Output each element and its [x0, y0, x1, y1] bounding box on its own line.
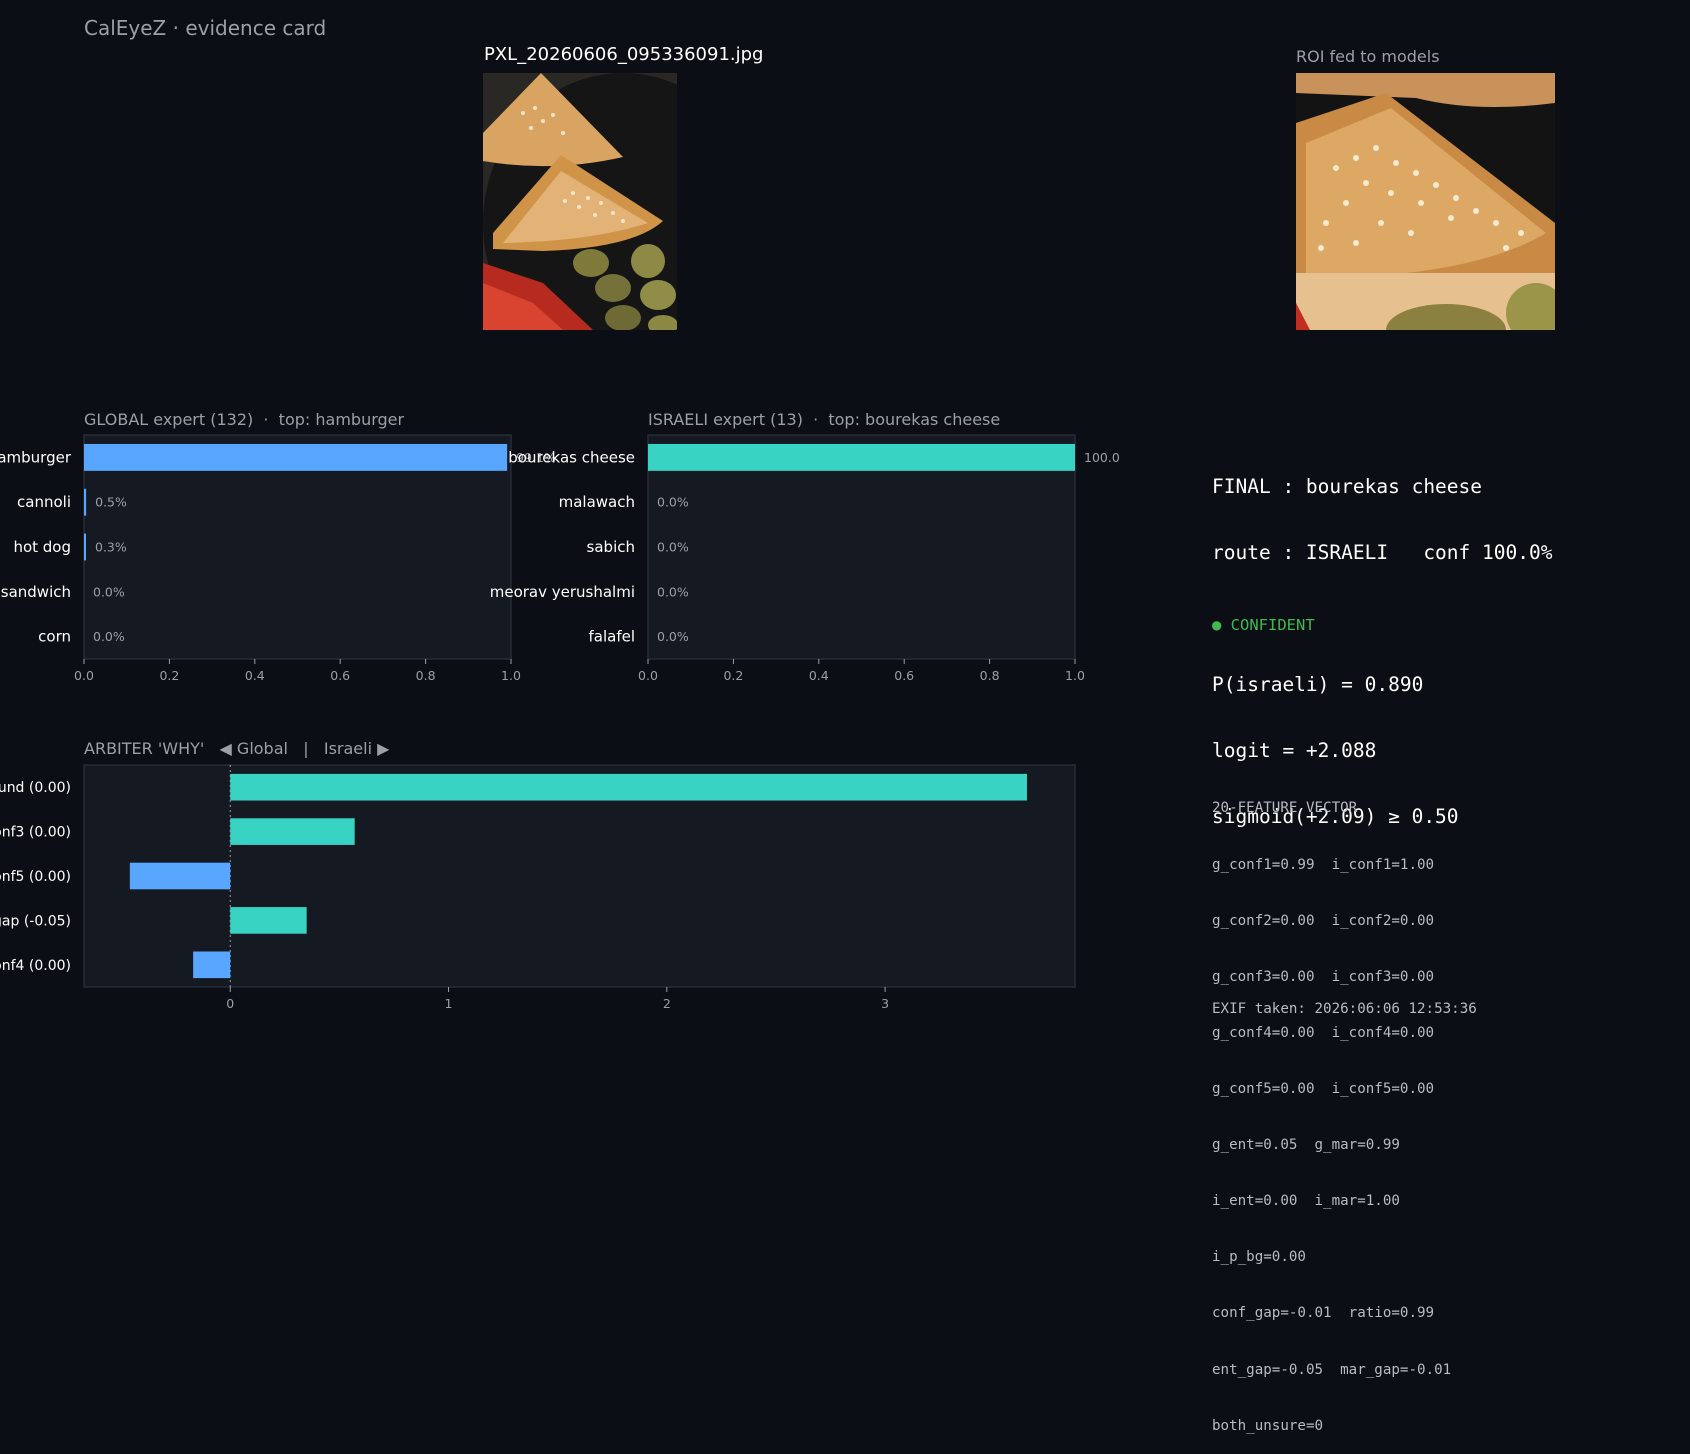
feature-line: g_ent=0.05 g_mar=0.99: [1212, 1137, 1400, 1154]
israeli-value-label: 0.0%: [657, 629, 689, 644]
roi-photo: [1296, 73, 1555, 330]
global-category-label: corn: [38, 628, 71, 646]
global-bar: [84, 488, 87, 516]
israeli-category-label: malawach: [559, 493, 635, 511]
israeli-tick-label: 0.0: [638, 668, 658, 683]
israeli-value-label: 0.0%: [657, 584, 689, 599]
feature-line: g_conf5=0.00 i_conf5=0.00: [1212, 1080, 1435, 1097]
global-category-label: cannoli: [17, 493, 71, 511]
arbiter-bar: [193, 951, 231, 979]
feature-line: i_p_bg=0.00: [1212, 1249, 1306, 1266]
global-value-label: 0.3%: [95, 540, 127, 555]
photo-filename: PXL_20260606_095336091.jpg: [484, 44, 764, 65]
arbiter-bar: [230, 907, 307, 934]
arbiter-plot-area: [83, 764, 1076, 988]
route-line: route : ISRAELI conf 100.0%: [1212, 541, 1553, 564]
feature-line: conf_gap=-0.01 ratio=0.99: [1212, 1305, 1435, 1322]
israeli-tick-label: 0.6: [894, 668, 914, 683]
arbiter-feature-label: ound (0.00): [0, 780, 71, 796]
israeli-category-label: falafel: [588, 628, 635, 646]
feature-line: ent_gap=-0.05 mar_gap=-0.01: [1212, 1361, 1452, 1378]
israeli-expert-title: ISRAELI expert (13) · top: bourekas chee…: [648, 410, 1001, 429]
p-israeli-line: P(israeli) = 0.890: [1212, 673, 1424, 696]
food-photo: [483, 73, 677, 330]
global-bar: [84, 533, 86, 561]
global-value-label: 0.0%: [93, 584, 125, 599]
israeli-value-label: 100.0%: [1084, 450, 1120, 465]
global-plot-area: [83, 434, 512, 660]
global-category-label: sandwich: [1, 583, 71, 601]
feature-line: g_conf4=0.00 i_conf4=0.00: [1212, 1024, 1435, 1041]
global-category-label: hamburger: [0, 448, 72, 466]
roi-title: ROI fed to models: [1296, 47, 1440, 66]
arbiter-bar: [230, 818, 355, 845]
arbiter-title: ARBITER 'WHY' ◀ Global | Israeli ▶: [84, 739, 390, 758]
global-expert-chart: hamburger 99.1% cannoli 0.5% hot dog 0.3% sand…: [0, 434, 556, 683]
feature-line: g_conf1=0.99 i_conf1=1.00: [1212, 856, 1435, 873]
sigmoid-line: sigmoid(+2.09) ≥ 0.50: [1212, 805, 1459, 828]
global-tick-label: 0.8: [416, 668, 436, 683]
israeli-value-label: 0.0%: [657, 495, 689, 510]
israeli-tick-label: 0.4: [809, 668, 829, 683]
arbiter-feature-label: onf5 (0.00): [0, 869, 71, 885]
israeli-value-label: 0.0%: [657, 540, 689, 555]
confident-status: ● CONFIDENT: [1212, 616, 1315, 634]
israeli-tick-label: 1.0: [1065, 668, 1085, 683]
feature-header: 20-FEATURE VECTOR: [1212, 800, 1358, 817]
feature-vector: 20-FEATURE VECTOR g_conf1=0.99 i_conf1=1…: [1212, 762, 1451, 1454]
arbiter-chart: ound (0.00) onf3 (0.00) onf5 (0.00) gap (-0…: [0, 764, 1076, 1011]
final-decision: FINAL : bourekas cheese route : ISRAELI …: [1212, 432, 1552, 850]
israeli-bar: [648, 443, 1075, 471]
arbiter-tick-label: 0: [226, 996, 234, 1011]
feature-line: g_conf2=0.00 i_conf2=0.00: [1212, 912, 1435, 929]
israeli-plot-area: [647, 434, 1076, 660]
global-value-label: 0.5%: [95, 495, 127, 510]
israeli-category-label: sabich: [587, 538, 635, 556]
global-bar: [84, 443, 508, 471]
global-value-label: 0.0%: [93, 629, 125, 644]
global-expert-title: GLOBAL expert (132) · top: hamburger: [84, 410, 405, 429]
arbiter-feature-label: gap (-0.05): [0, 913, 71, 929]
global-tick-label: 0.0: [74, 668, 94, 683]
global-tick-label: 0.2: [159, 668, 179, 683]
israeli-category-label: meorav yerushalmi: [490, 583, 635, 601]
global-tick-label: 0.4: [245, 668, 265, 683]
israeli-category-label: bourekas cheese: [508, 448, 635, 466]
global-tick-label: 1.0: [501, 668, 521, 683]
arbiter-bar: [129, 862, 231, 890]
feature-line: i_ent=0.00 i_mar=1.00: [1212, 1193, 1400, 1210]
global-value-label: 99.1%: [516, 450, 556, 465]
israeli-tick-label: 0.2: [723, 668, 743, 683]
global-tick-label: 0.6: [330, 668, 350, 683]
logit-line: logit = +2.088: [1212, 739, 1377, 762]
arbiter-feature-label: onf4 (0.00): [0, 958, 71, 974]
arbiter-tick-label: 1: [445, 996, 453, 1011]
arbiter-feature-label: onf3 (0.00): [0, 825, 71, 841]
feature-line: g_conf3=0.00 i_conf3=0.00: [1212, 968, 1435, 985]
final-line: FINAL : bourekas cheese: [1212, 475, 1483, 498]
exif-taken: EXIF taken: 2026:06:06 12:53:36: [1212, 1001, 1477, 1017]
israeli-tick-label: 0.8: [980, 668, 1000, 683]
global-category-label: hot dog: [13, 538, 71, 556]
arbiter-bar: [230, 773, 1027, 801]
app-title: CalEyeZ · evidence card: [84, 16, 327, 40]
arbiter-tick-label: 2: [663, 996, 671, 1011]
feature-line: both_unsure=0: [1212, 1417, 1324, 1434]
arbiter-tick-label: 3: [881, 996, 889, 1011]
israeli-expert-chart: bourekas cheese 100.0% malawach 0.0% sabich 0…: [490, 434, 1120, 683]
